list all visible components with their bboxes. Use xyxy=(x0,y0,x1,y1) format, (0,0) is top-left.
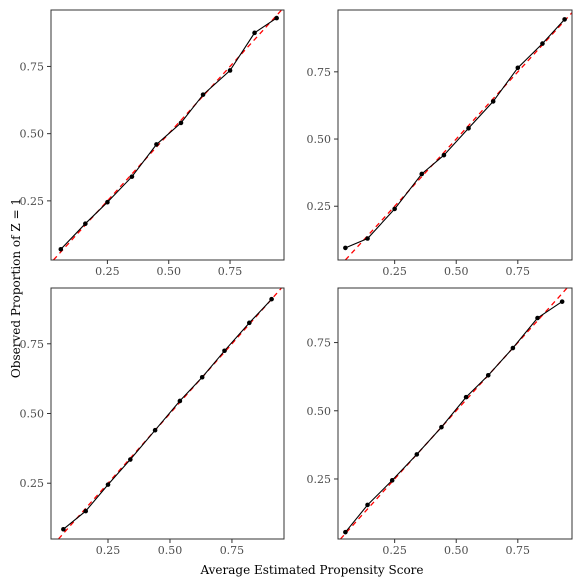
y-tick-label: 0.75 xyxy=(20,60,45,73)
panel-border xyxy=(50,9,285,261)
x-axis-title: Average Estimated Propensity Score xyxy=(199,563,423,577)
data-point xyxy=(152,427,158,433)
data-point xyxy=(510,345,516,351)
panel-border xyxy=(337,287,573,540)
data-point xyxy=(439,424,444,430)
y-axis-title: Observed Proportion of Z = 1 xyxy=(9,198,23,378)
x-tick-label: 0.75 xyxy=(506,544,531,557)
y-tick-label: 0.25 xyxy=(307,473,332,486)
x-tick-label: 0.75 xyxy=(506,265,531,278)
panel-4: 0.25 0.50 0.75 0.25 0.50 0.75 xyxy=(307,287,573,557)
reference-line xyxy=(339,288,568,539)
data-point xyxy=(392,206,397,212)
panels: 0.25 0.50 0.750.250.500.750.25 0.50 0.750.25… xyxy=(20,9,573,557)
data-point xyxy=(365,502,370,508)
y-tick-label: 0.50 xyxy=(307,405,332,418)
data-point xyxy=(83,221,88,227)
data-point xyxy=(252,30,257,36)
panel-border xyxy=(337,9,573,261)
data-point xyxy=(154,142,159,147)
data-point xyxy=(246,320,252,326)
x-tick-label: 0.25 xyxy=(382,544,407,557)
y-tick-label: 0.50 xyxy=(20,408,45,421)
x-tick-label: 0.50 xyxy=(158,544,183,557)
reference-line xyxy=(57,288,283,539)
panel-3: 0.25 0.50 0.75 0.25 0.50 0.75 xyxy=(20,287,285,557)
panel-2: 0.25 0.50 0.75 0.25 0.50 0.75 xyxy=(307,9,573,278)
x-tick-label: 0.25 xyxy=(382,265,407,278)
data-point xyxy=(540,41,545,46)
y-tick-label: 0.50 xyxy=(20,128,45,141)
data-point xyxy=(178,120,184,126)
data-point xyxy=(515,65,521,71)
observed-series-line xyxy=(344,301,563,533)
data-point xyxy=(419,171,425,177)
x-tick-label: 0.25 xyxy=(95,265,120,278)
x-tick-label: 0.50 xyxy=(156,265,181,278)
x-tick-label: 0.75 xyxy=(220,544,245,557)
data-point xyxy=(466,125,471,131)
data-point xyxy=(389,478,395,483)
y-tick-label: 0.50 xyxy=(307,133,332,146)
x-tick-label: 0.50 xyxy=(444,544,469,557)
data-point xyxy=(343,245,348,251)
y-tick-label: 0.75 xyxy=(20,338,45,351)
data-point xyxy=(559,299,565,304)
data-point xyxy=(200,92,206,97)
y-tick-label: 0.75 xyxy=(307,66,332,79)
data-point xyxy=(365,236,370,241)
data-point xyxy=(105,482,111,487)
data-point xyxy=(105,199,110,205)
x-tick-label: 0.50 xyxy=(444,265,469,278)
observed-series-line xyxy=(60,17,277,250)
panel-border xyxy=(50,287,285,540)
data-point xyxy=(343,529,348,535)
data-point xyxy=(227,68,233,73)
x-tick-label: 0.25 xyxy=(96,544,121,557)
observed-series-line xyxy=(345,19,566,249)
reference-line xyxy=(344,12,572,260)
data-point xyxy=(463,394,469,400)
data-point xyxy=(485,373,491,378)
data-point xyxy=(269,296,274,302)
data-point xyxy=(129,174,135,179)
data-point xyxy=(222,348,227,354)
data-point xyxy=(414,452,420,457)
data-point xyxy=(177,398,183,404)
data-point xyxy=(61,526,66,532)
data-point xyxy=(128,457,133,462)
y-tick-label: 0.75 xyxy=(307,337,332,350)
y-tick-label: 0.25 xyxy=(20,195,45,208)
data-point xyxy=(535,315,540,321)
observed-series-line xyxy=(63,298,273,530)
data-point xyxy=(490,99,496,104)
x-tick-label: 0.75 xyxy=(218,265,243,278)
panel-1: 0.25 0.50 0.75 0.25 0.50 0.75 xyxy=(20,9,285,278)
data-point xyxy=(58,246,64,252)
data-point xyxy=(562,17,567,22)
data-point xyxy=(83,508,89,514)
data-point xyxy=(199,374,205,380)
data-point xyxy=(274,15,279,21)
y-tick-label: 0.25 xyxy=(20,477,45,490)
data-point xyxy=(441,152,447,158)
y-tick-label: 0.25 xyxy=(307,200,332,213)
